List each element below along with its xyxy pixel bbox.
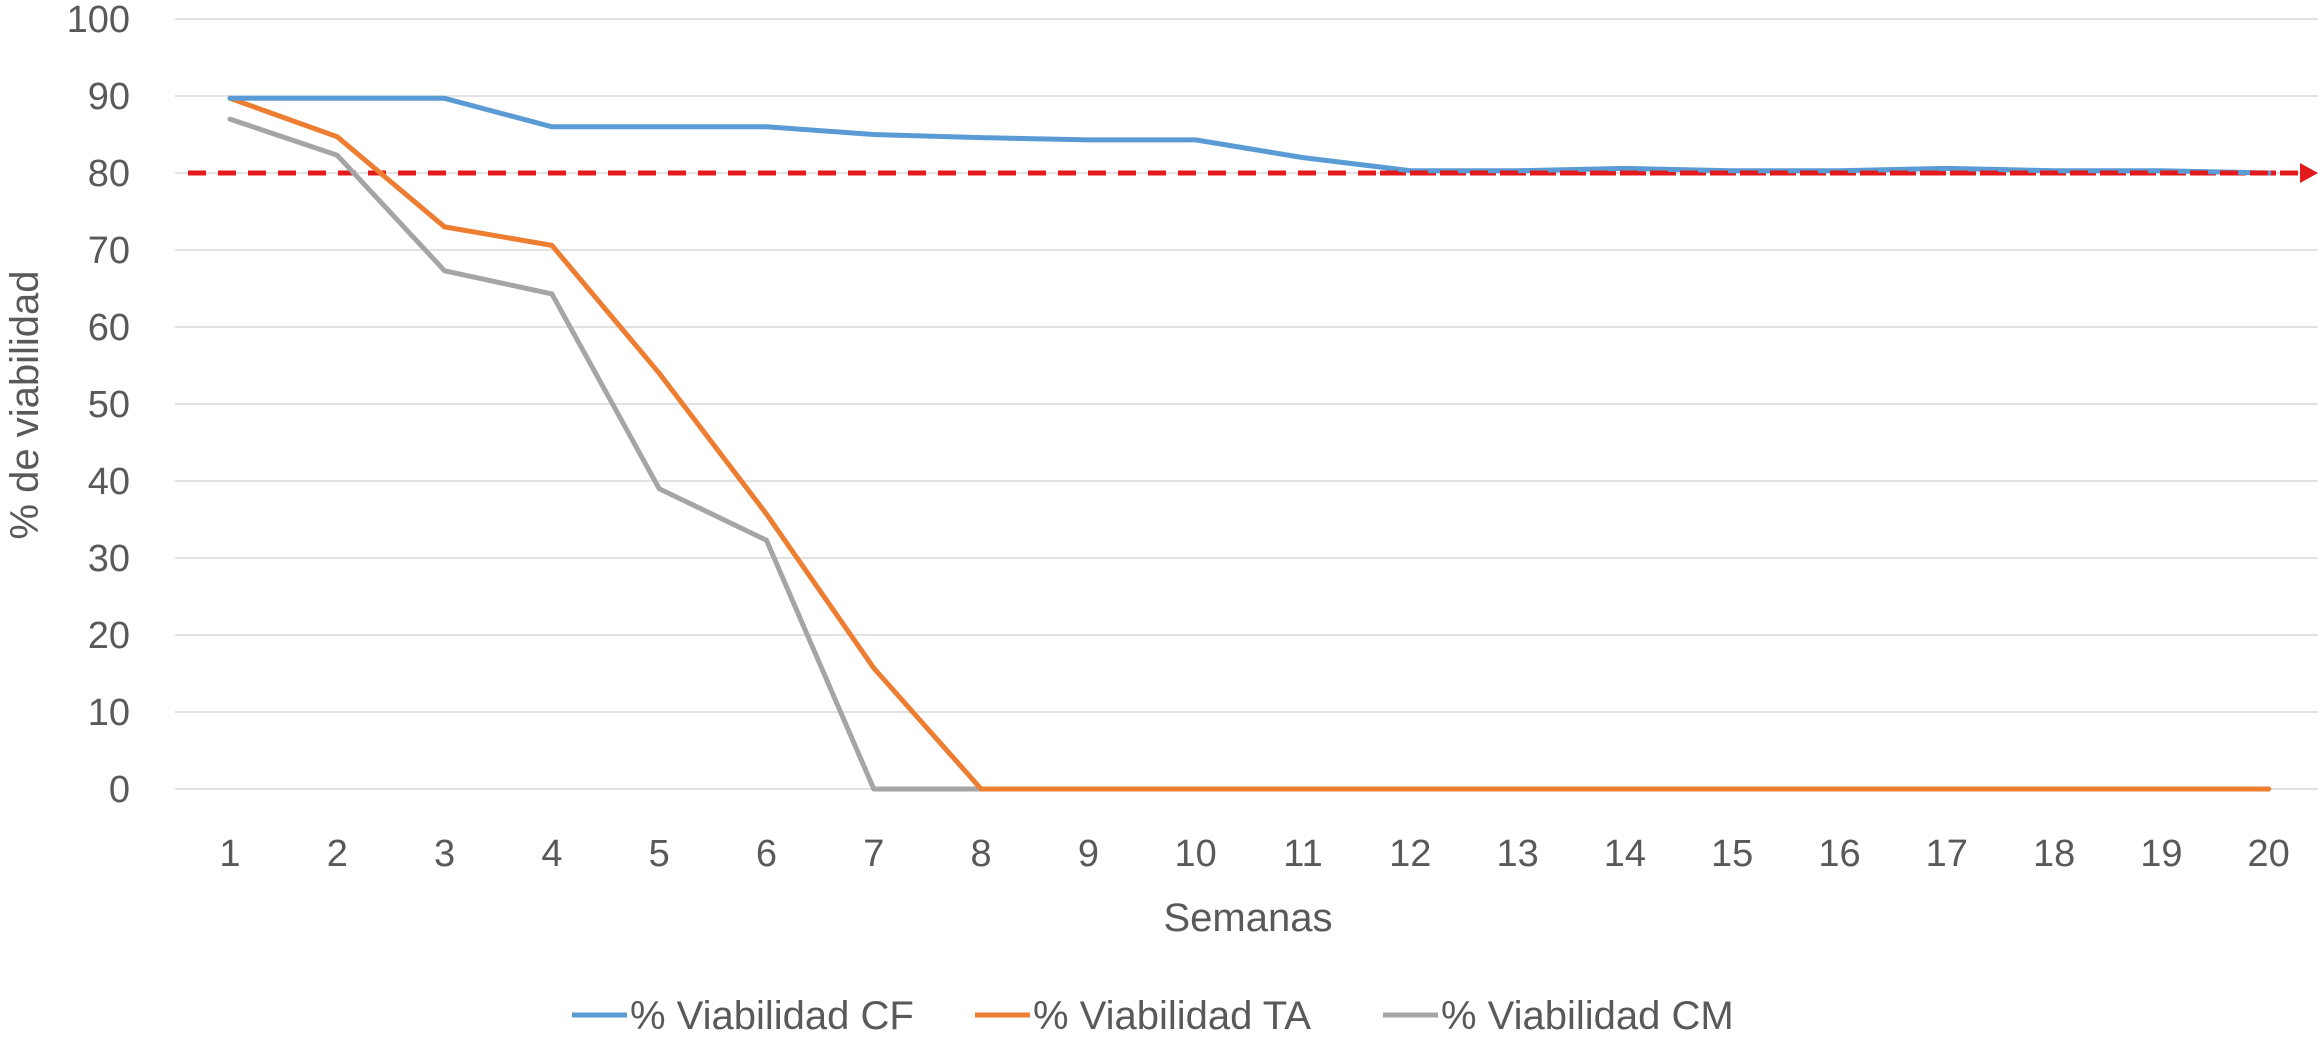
x-tick-label: 12 [1389,833,1431,875]
x-tick-label: 1 [219,833,240,875]
legend: % Viabilidad CF % Viabilidad TA % Viabilid… [572,994,1734,1038]
y-tick-label: 90 [88,76,130,118]
legend-label: % Viabilidad TA [1033,994,1311,1038]
legend-label: % Viabilidad CM [1441,994,1734,1038]
x-tick-label: 5 [649,833,670,875]
y-tick-label: 40 [88,461,130,503]
series-line [227,95,2272,792]
series-line [227,95,2272,176]
x-tick-label: 15 [1711,833,1753,875]
x-tick-label: 3 [434,833,455,875]
x-tick-label: 2 [327,833,348,875]
x-tick-label: 4 [541,833,562,875]
y-tick-label: 50 [88,384,130,426]
x-tick-label: 14 [1604,833,1646,875]
x-tick-label: 19 [2140,833,2182,875]
x-tick-label: 7 [863,833,884,875]
reference-threshold [188,163,2318,183]
y-tick-label: 30 [88,538,130,580]
y-tick-label: 60 [88,307,130,349]
series-line [227,116,2272,792]
x-axis-title: Semanas [1164,896,1333,940]
x-tick-label: 11 [1283,833,1322,875]
series-lines [227,95,2298,792]
y-tick-label: 20 [88,615,130,657]
y-tick-label: 80 [88,153,130,195]
y-tick-label: 0 [109,769,130,811]
x-tick-label: 20 [2248,833,2290,875]
y-tick-label: 70 [88,230,130,272]
x-axis-tick-labels: 1 2 3 4 5 6 7 8 9 10 11 12 13 14 15 16 17 18 19 20 [219,833,2289,875]
y-tick-label: 10 [88,692,130,734]
x-tick-label: 9 [1078,833,1099,875]
x-tick-label: 13 [1496,833,1538,875]
y-axis-title: % de viabilidad [3,270,47,539]
x-tick-label: 16 [1818,833,1860,875]
x-tick-label: 10 [1175,833,1217,875]
y-axis-tick-labels: 0 10 20 30 40 50 60 70 80 90 100 [67,0,130,811]
x-tick-label: 8 [971,833,992,875]
y-tick-label: 100 [67,0,130,41]
gridlines [175,18,2318,790]
legend-label: % Viabilidad CF [630,994,914,1038]
reference-arrowhead [2300,163,2318,183]
x-tick-label: 17 [1926,833,1968,875]
x-tick-label: 18 [2033,833,2075,875]
x-tick-label: 6 [756,833,777,875]
